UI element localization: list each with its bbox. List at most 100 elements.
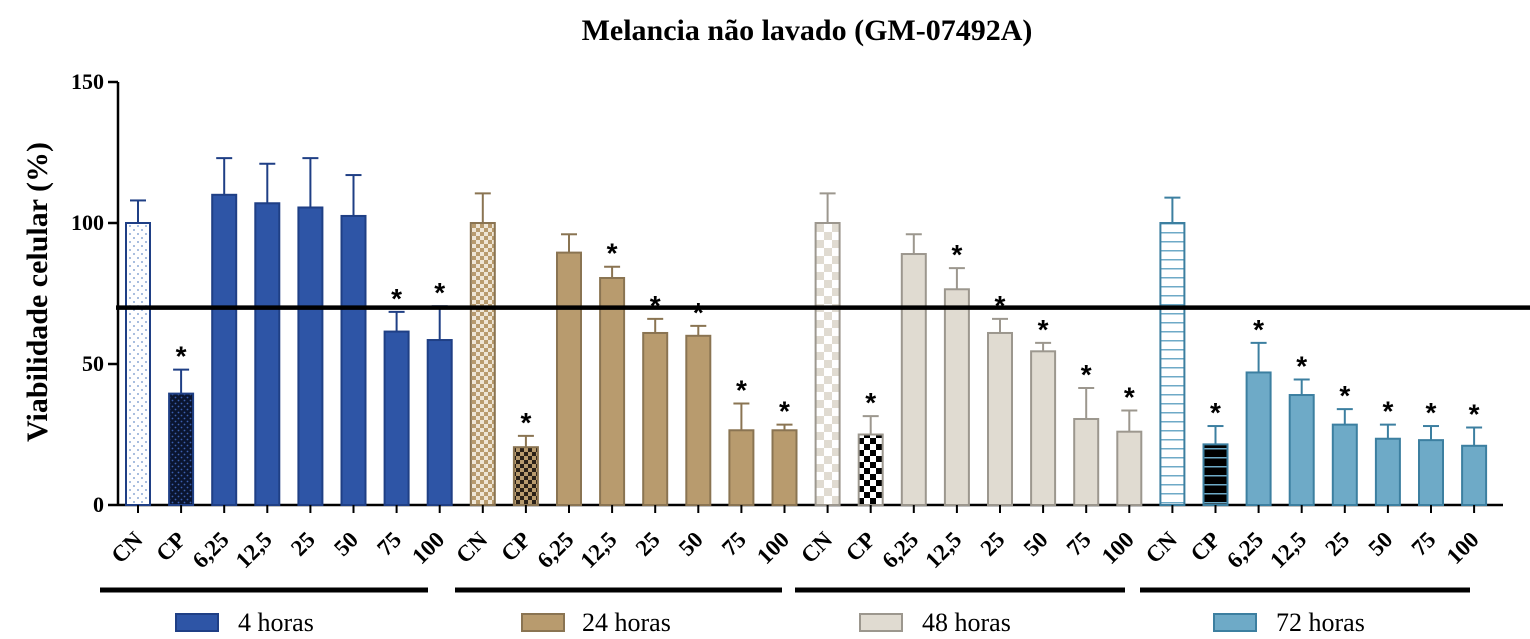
x-tick-label: 25 (1320, 527, 1354, 561)
x-tick-label: 75 (372, 527, 406, 561)
x-tick-label: 50 (329, 527, 363, 561)
y-tick-label: 150 (71, 69, 104, 94)
bar-72-horas-25 (1331, 423, 1358, 507)
x-tick-label: 25 (976, 527, 1010, 561)
significance-marker: * (434, 277, 445, 308)
x-tick-label: 12,5 (575, 527, 621, 573)
x-tick-label: CP (151, 527, 190, 566)
significance-marker: * (1296, 351, 1307, 382)
significance-marker: * (607, 238, 618, 269)
legend: 4 horas 24 horas 48 horas 72 horas (100, 587, 1470, 637)
significance-marker: * (1382, 396, 1393, 427)
y-tick-label: 100 (71, 210, 104, 235)
bar-24-horas-CP (512, 446, 539, 507)
x-tick-label: 50 (1019, 527, 1053, 561)
bar-72-horas-50 (1374, 437, 1401, 507)
bars: ********************** (125, 157, 1488, 507)
x-tick-label: 100 (752, 527, 794, 569)
significance-marker: * (779, 396, 790, 427)
x-tick-label: 50 (674, 527, 708, 561)
x-tick-label: CN (106, 527, 147, 568)
x-tick-label: 25 (286, 527, 320, 561)
significance-marker: * (520, 407, 531, 438)
x-tick-label: CN (451, 527, 492, 568)
bar-48-horas-6_25 (900, 253, 927, 506)
x-tick-label: 50 (1363, 527, 1397, 561)
x-tick-label: 12,5 (920, 527, 966, 573)
y-tick-label: 50 (82, 351, 104, 376)
y-tick-label: 0 (93, 492, 104, 517)
significance-marker: * (1124, 382, 1135, 413)
x-tick-label: CN (796, 527, 837, 568)
x-tick-label: CN (1141, 527, 1182, 568)
significance-marker: * (1426, 397, 1437, 428)
bar-48-horas-12_5 (943, 288, 970, 506)
bar-72-horas-12_5 (1288, 394, 1315, 506)
bar-48-horas-100 (1116, 430, 1143, 506)
bar-24-horas-75 (728, 429, 755, 506)
x-tick-label: 75 (717, 527, 751, 561)
legend-entry: 24 horas (582, 608, 671, 637)
significance-marker: * (1253, 314, 1264, 345)
x-tick-label: 100 (1097, 527, 1139, 569)
bar-4-horas-CN (125, 222, 151, 506)
significance-marker: * (736, 374, 747, 405)
x-tick-label: 12,5 (231, 527, 277, 573)
bar-48-horas-75 (1073, 417, 1100, 506)
significance-marker: * (1038, 314, 1049, 345)
bar-72-horas-75 (1418, 439, 1444, 507)
bar-48-horas-CP (857, 433, 884, 506)
significance-marker: * (1469, 398, 1480, 429)
significance-marker: * (951, 239, 962, 270)
bar-4-horas-100 (426, 339, 453, 506)
significance-marker: * (865, 387, 876, 418)
legend-entry: 48 horas (922, 608, 1011, 637)
significance-marker: * (1339, 380, 1350, 411)
significance-marker: * (391, 283, 402, 314)
bar-4-horas-75 (383, 330, 410, 506)
legend-swatch (521, 613, 565, 632)
bar-4-horas-CP (168, 392, 195, 506)
bar-72-horas-CP (1202, 443, 1229, 506)
x-tick-label: 6,25 (188, 527, 234, 573)
significance-marker: * (176, 341, 187, 372)
x-tick-label: 6,25 (1222, 527, 1268, 573)
x-tick-label: CP (1186, 527, 1225, 566)
legend-swatch (859, 613, 903, 632)
x-tick-label: 75 (1407, 527, 1441, 561)
bar-48-horas-25 (987, 331, 1013, 507)
significance-marker: * (1081, 359, 1092, 390)
bar-4-horas-25 (297, 206, 324, 507)
bar-24-horas-12_5 (599, 276, 626, 506)
x-tick-label: 100 (1442, 527, 1484, 569)
bar-4-horas-50 (340, 214, 367, 506)
x-tick-label: 25 (631, 527, 665, 561)
bar-4-horas-12_5 (254, 202, 281, 506)
x-tick-label: CP (496, 527, 535, 566)
y-axis-label: Viabilidade celular (%) (21, 142, 54, 442)
bar-72-horas-CN (1159, 222, 1186, 506)
significance-marker: * (693, 297, 704, 328)
legend-swatch (1213, 613, 1257, 632)
bar-48-horas-50 (1030, 350, 1057, 506)
bar-24-horas-100 (771, 429, 798, 506)
significance-marker: * (1210, 397, 1221, 428)
bar-72-horas-100 (1461, 444, 1488, 506)
bar-24-horas-50 (685, 334, 712, 506)
bar-24-horas-CN (469, 222, 496, 506)
legend-entry: 4 horas (238, 608, 314, 637)
bar-72-horas-6_25 (1245, 371, 1272, 506)
x-tick-label: CP (841, 527, 880, 566)
legend-entry: 72 horas (1276, 608, 1365, 637)
x-tick-label: 6,25 (532, 527, 578, 573)
bar-4-horas-6_25 (211, 193, 238, 507)
x-tick-label: 6,25 (877, 527, 923, 573)
x-tick-label: 75 (1062, 527, 1096, 561)
bar-24-horas-25 (642, 331, 669, 507)
legend-swatch (175, 613, 219, 632)
bar-48-horas-CN (814, 222, 841, 506)
bar-24-horas-6_25 (556, 251, 582, 506)
x-tick-label: 12,5 (1265, 527, 1311, 573)
